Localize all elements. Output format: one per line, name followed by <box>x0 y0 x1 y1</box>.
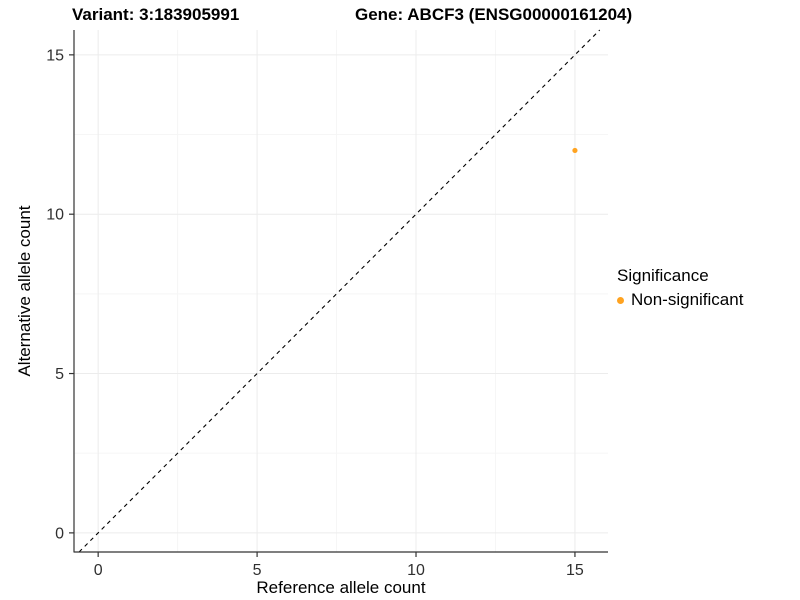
legend-panel: Significance Non-significant <box>617 266 743 310</box>
x-tick-label: 15 <box>566 562 584 579</box>
plot-title-variant: Variant: 3:183905991 <box>72 5 240 24</box>
y-tick-label: 15 <box>46 47 64 64</box>
x-tick-label: 5 <box>253 562 262 579</box>
legend-title: Significance <box>617 266 709 285</box>
plot-title-gene: Gene: ABCF3 (ENSG00000161204) <box>355 5 633 24</box>
y-tick-label: 10 <box>46 207 64 224</box>
identity-line <box>78 29 601 553</box>
y-tick-label: 0 <box>55 525 64 542</box>
y-axis-title: Alternative allele count <box>15 205 34 377</box>
y-tick-label: 5 <box>55 366 64 383</box>
x-axis-title: Reference allele count <box>256 578 426 597</box>
x-tick-label: 10 <box>407 562 425 579</box>
legend-item-label: Non-significant <box>631 290 744 309</box>
legend-item: Non-significant <box>617 290 743 310</box>
legend-point-marker-icon <box>617 296 624 304</box>
data-point <box>572 147 578 154</box>
x-tick-label: 0 <box>94 562 103 579</box>
